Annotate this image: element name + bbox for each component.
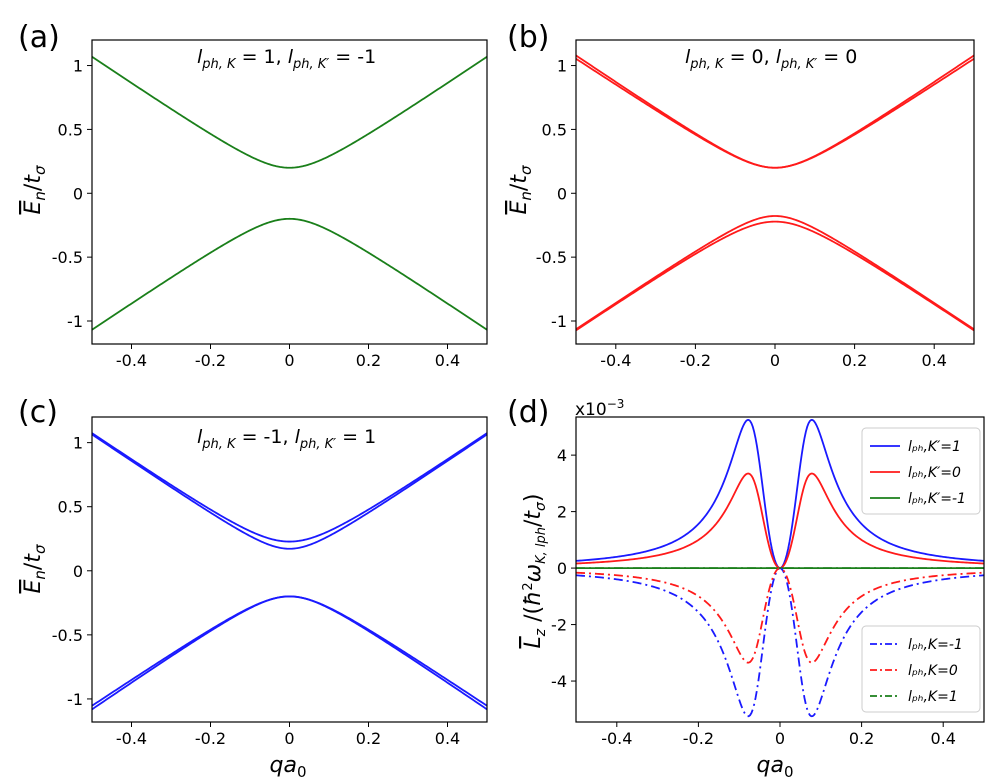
y-tick-label-c-2: 0: [73, 562, 83, 581]
legend-bottom-label-1: lₚₕ,K=0: [908, 663, 958, 679]
y-tick-label-a-4: -1: [67, 312, 83, 331]
series-line-b-0: [576, 54, 974, 169]
legend-bottom: lₚₕ,K=-1 lₚₕ,K=0 lₚₕ,K=1: [861, 625, 981, 713]
series-line-b-3: [576, 220, 974, 332]
x-tick-label-d-4: 0.4: [930, 729, 955, 748]
axes-frame-c: [91, 416, 488, 723]
x-tick-label-c-4: 0.4: [435, 729, 460, 748]
x-tick-label-c-2: 0: [284, 729, 294, 748]
y-tick-label-b-4: -1: [551, 312, 567, 331]
y-tick-label-a-3: -0.5: [52, 248, 83, 267]
y-tick-label-c-1: 0.5: [58, 498, 83, 517]
x-tick-label-c-3: 0.2: [356, 729, 381, 748]
legend-top: lₚₕ,K′=1 lₚₕ,K′=0 lₚₕ,K′=-1: [861, 427, 981, 515]
x-tick-label-c-1: -0.2: [195, 729, 226, 748]
annotation-c: lph, K = -1, lph, K′ = 1: [197, 426, 376, 452]
panel-d: (d) x10−3 Lz /(ħ2ωK, lph/tσ) qa0 -0.4 -0.…: [507, 395, 985, 781]
legend-bottom-label-2: lₚₕ,K=1: [908, 689, 958, 705]
panel-c: (c) lph, K = -1, lph, K′ = 1 En/tσ qa0 -…: [18, 395, 488, 781]
x-tick-label-d-3: 0.2: [849, 729, 874, 748]
y-tick-label-d-2: 0: [557, 559, 567, 578]
series-line-c-2: [92, 595, 487, 711]
y-tick-label-d-3: -2: [551, 616, 567, 635]
y-tick-label-d-1: 2: [557, 503, 567, 522]
panel-label-a: (a): [18, 20, 60, 55]
y-tick-label-b-0: 1: [557, 57, 567, 76]
annotation-a: lph, K = 1, lph, K′ = -1: [197, 46, 376, 72]
y-tick-label-c-0: 1: [73, 434, 83, 453]
y-axis-label-d: Lz /(ħ2ωK, lph/tσ): [521, 493, 549, 648]
series-line-c-1: [92, 433, 487, 550]
x-axis-label-c: qa0: [270, 753, 307, 781]
x-tick-label-b-4: 0.4: [921, 351, 946, 370]
legend-bottom-label-0: lₚₕ,K=-1: [908, 637, 963, 653]
x-tick-label-a-3: 0.2: [356, 351, 381, 370]
y-tick-label-a-2: 0: [73, 184, 83, 203]
panel-label-c: (c): [18, 395, 58, 430]
series-line-b-2: [576, 215, 974, 331]
x-tick-label-a-2: 0: [284, 351, 294, 370]
y-axis-label-a: En/tσ: [21, 165, 49, 214]
y-tick-label-c-3: -0.5: [52, 626, 83, 645]
x-tick-label-b-2: 0: [770, 351, 780, 370]
plot-area-c: [92, 432, 487, 711]
x-axis-label-d: qa0: [757, 753, 794, 781]
series-line-a-1: [92, 217, 487, 331]
x-tick-label-d-2: 0: [775, 729, 785, 748]
x-tick-label-a-4: 0.4: [435, 351, 460, 370]
legend-top-label-1: lₚₕ,K′=0: [908, 465, 961, 481]
panel-b: (b) lph, K = 0, lph, K′ = 0 En/tσ -0.4 -0…: [507, 20, 975, 370]
axes-frame-b: [575, 39, 975, 345]
annotation-b: lph, K = 0, lph, K′ = 0: [685, 46, 857, 72]
x-tick-label-d-0: -0.4: [601, 729, 632, 748]
x-tick-label-d-1: -0.2: [683, 729, 714, 748]
legend-top-label-0: lₚₕ,K′=1: [908, 439, 961, 455]
series-line-c-3: [92, 595, 487, 707]
panel-label-b: (b): [507, 20, 549, 55]
y-tick-label-d-0: 4: [557, 446, 567, 465]
y-tick-label-b-1: 0.5: [542, 120, 567, 139]
x-tick-label-c-0: -0.4: [116, 729, 147, 748]
y-tick-label-b-3: -0.5: [536, 248, 567, 267]
y-tick-label-d-4: -4: [551, 672, 567, 691]
plot-area-b: [576, 54, 974, 332]
y-axis-label-b: En/tσ: [507, 165, 535, 214]
x-tick-label-a-0: -0.4: [116, 351, 147, 370]
legend-top-label-2: lₚₕ,K′=-1: [908, 491, 966, 507]
y-tick-label-c-4: -1: [67, 690, 83, 709]
legend-bottom-box: [861, 625, 981, 713]
plot-area-d: [576, 418, 984, 718]
axes-frame-a: [91, 39, 488, 345]
x-tick-label-b-1: -0.2: [680, 351, 711, 370]
y-tick-label-a-0: 1: [73, 57, 83, 76]
legend-top-box: [861, 427, 981, 515]
x-tick-label-b-0: -0.4: [600, 351, 631, 370]
panel-a: (a) lph, K = 1, lph, K′ = -1 En/tσ -0.4 -…: [18, 20, 488, 370]
y-axis-label-c: En/tσ: [21, 544, 49, 593]
y-tick-label-b-2: 0: [557, 184, 567, 203]
panel-label-d: (d): [507, 395, 549, 430]
series-line-b-1: [576, 57, 974, 169]
series-line-a-0: [92, 56, 487, 169]
plot-area-a: [92, 56, 487, 331]
x-tick-label-b-3: 0.2: [842, 351, 867, 370]
series-line-c-0: [92, 432, 487, 543]
x-tick-label-a-1: -0.2: [195, 351, 226, 370]
y-tick-label-a-1: 0.5: [58, 120, 83, 139]
